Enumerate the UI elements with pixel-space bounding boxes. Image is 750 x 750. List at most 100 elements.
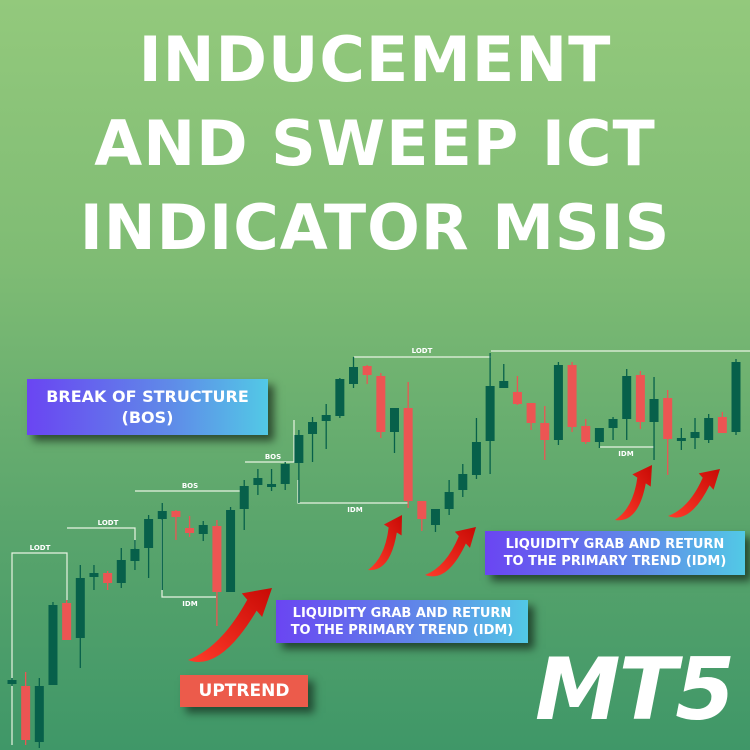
bullish-candle	[553, 362, 563, 445]
bullish-candle	[226, 507, 236, 592]
bullish-candle	[308, 417, 318, 462]
bullish-candle	[294, 430, 304, 503]
bullish-candle	[594, 428, 604, 448]
candle-body	[335, 379, 345, 416]
candle-body	[485, 386, 495, 441]
candle-body	[198, 525, 208, 534]
bullish-candle	[7, 678, 17, 686]
title-line-3: INDICATOR MSIS	[79, 191, 671, 264]
candle-body	[540, 423, 550, 440]
candle-body	[89, 573, 99, 577]
level-label-idm: IDM	[618, 450, 633, 458]
red-curved-arrow-icon	[668, 469, 720, 518]
candle-body	[499, 381, 509, 388]
candle-body	[267, 484, 277, 487]
bullish-candle	[704, 414, 714, 443]
level-label-lodt: LODT	[30, 544, 51, 552]
candle-body	[103, 573, 113, 583]
idm-line-2	[297, 480, 408, 504]
bearish-candle	[103, 571, 113, 590]
bearish-candle	[540, 406, 550, 460]
title-line-1: INDUCEMENT	[138, 23, 612, 96]
liquidity-grab-label-2: LIQUIDITY GRAB AND RETURN TO THE PRIMARY…	[485, 531, 745, 575]
bullish-candle	[389, 408, 399, 453]
candle-body	[417, 501, 427, 519]
bullish-candle	[239, 480, 249, 530]
candle-body	[253, 478, 263, 485]
candle-body	[663, 398, 673, 439]
bullish-candle	[280, 462, 290, 490]
bullish-candle	[75, 565, 85, 668]
bos-label-line-2: (BOS)	[121, 408, 174, 427]
candle-body	[567, 365, 577, 427]
bos-label-line-1: BREAK OF STRUCTURE	[46, 387, 249, 406]
candle-body	[608, 419, 618, 428]
candle-body	[321, 415, 331, 421]
liquidity-label-line-1: LIQUIDITY GRAB AND RETURN	[292, 605, 512, 621]
bullish-candle	[34, 678, 44, 748]
candle-body	[376, 376, 386, 432]
level-label-bos: BOS	[265, 453, 281, 461]
bullish-candle	[130, 540, 140, 570]
candle-body	[280, 464, 290, 484]
candle-body	[7, 680, 17, 684]
bullish-candle	[471, 418, 481, 479]
bearish-candle	[663, 390, 673, 475]
candle-body	[594, 428, 604, 442]
bos-label-box: BREAK OF STRUCTURE (BOS)	[27, 379, 268, 435]
red-curved-arrow-icon	[188, 588, 272, 662]
bearish-candle	[717, 412, 727, 433]
bearish-candle	[21, 672, 31, 745]
bullish-candle	[253, 469, 263, 495]
bullish-candle	[499, 364, 509, 388]
level-label-bos: BOS	[182, 482, 198, 490]
liquidity-grab-label-1: LIQUIDITY GRAB AND RETURN TO THE PRIMARY…	[276, 600, 528, 643]
candle-body	[581, 426, 591, 442]
bearish-candle	[212, 520, 222, 626]
bullish-candle	[267, 469, 277, 491]
candle-body	[130, 549, 140, 561]
bos-line-2	[245, 420, 295, 463]
red-curved-arrow-icon	[368, 515, 402, 571]
page-title: INDUCEMENT AND SWEEP ICT INDICATOR MSIS	[0, 18, 750, 270]
candle-body	[553, 365, 563, 440]
bullish-candle	[144, 515, 154, 578]
bearish-candle	[362, 365, 372, 384]
bearish-candle	[526, 403, 536, 430]
candle-body	[239, 486, 249, 509]
bearish-candle	[376, 373, 386, 438]
candle-body	[75, 578, 85, 638]
candle-body	[308, 422, 318, 434]
candle-body	[403, 408, 413, 501]
candle-body	[116, 560, 126, 583]
candle-body	[622, 376, 632, 419]
candle-body	[185, 528, 195, 533]
candle-body	[389, 408, 399, 432]
candle-body	[212, 526, 222, 592]
arrows	[188, 465, 720, 662]
candle-body	[512, 392, 522, 404]
candle-body	[144, 519, 154, 548]
bearish-candle	[567, 362, 577, 432]
title-line-2: AND SWEEP ICT	[94, 107, 656, 180]
candle-body	[676, 438, 686, 441]
bullish-candle	[321, 404, 331, 449]
bearish-candle	[635, 371, 645, 429]
level-label-idm: IDM	[347, 506, 362, 514]
bullish-candle	[48, 602, 58, 685]
bullish-candle	[335, 378, 345, 418]
candles	[7, 353, 741, 748]
candle-body	[704, 418, 714, 440]
candle-body	[526, 403, 536, 423]
level-label-lodt: LODT	[98, 519, 119, 527]
bullish-candle	[349, 357, 359, 388]
structure-levels	[11, 350, 750, 745]
bearish-candle	[62, 600, 72, 640]
bearish-candle	[171, 510, 181, 540]
bullish-candle	[690, 418, 700, 449]
candle-body	[430, 509, 440, 525]
mt5-logo: MT5	[535, 640, 735, 740]
bullish-candle	[649, 377, 659, 460]
bullish-candle	[622, 369, 632, 440]
